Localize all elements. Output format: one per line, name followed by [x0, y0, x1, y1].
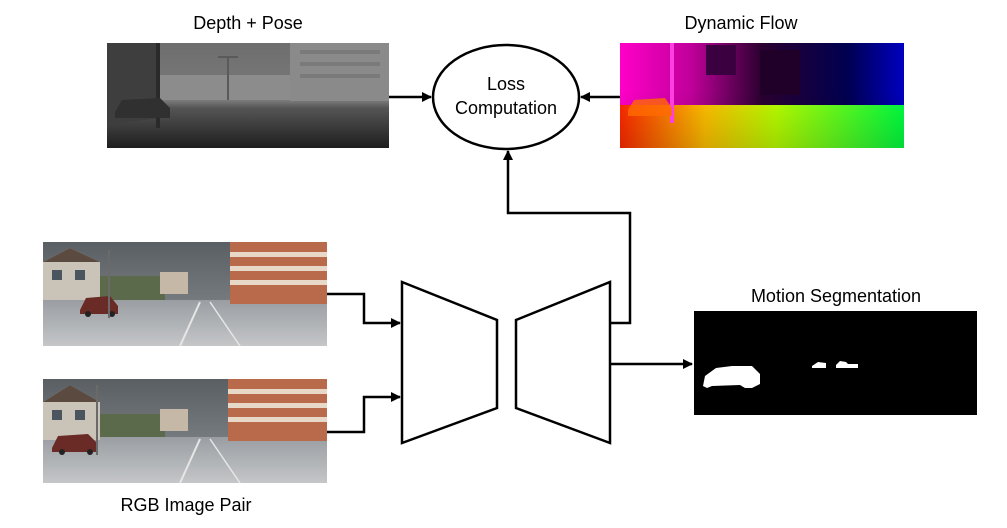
dynamic-flow-label: Dynamic Flow	[684, 13, 798, 33]
rgb-image-1	[43, 242, 327, 346]
motion-segmentation-mask	[694, 311, 977, 415]
arrow-rgb1-to-encoder	[327, 292, 401, 328]
depth-pose-label: Depth + Pose	[193, 13, 303, 33]
encoder-block	[400, 280, 499, 445]
arrow-decoder-to-loss	[503, 150, 632, 325]
depth-pose-image	[107, 43, 389, 148]
loss-computation-node	[431, 43, 581, 151]
decoder-block	[514, 280, 612, 445]
arrow-rgb2-to-encoder	[327, 392, 401, 434]
rgb-image-2	[43, 379, 327, 483]
loss-label-line1: Loss	[487, 74, 525, 94]
rgb-image-pair-label: RGB Image Pair	[120, 495, 251, 515]
dynamic-flow-image	[620, 43, 904, 148]
motion-segmentation-label: Motion Segmentation	[751, 286, 921, 306]
loss-label-line2: Computation	[455, 98, 557, 118]
